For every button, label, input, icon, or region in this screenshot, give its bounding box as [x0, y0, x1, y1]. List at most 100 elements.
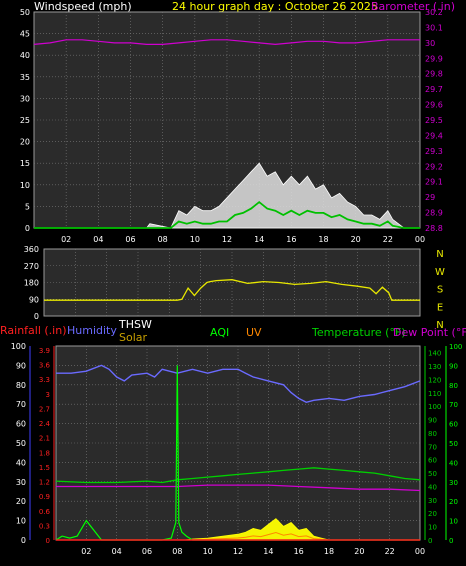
barometer-ytick: 29.2: [425, 162, 443, 171]
graph-title: 24 hour graph day : October 26 2025: [172, 0, 378, 13]
rain-ytick: 3.9: [39, 347, 50, 355]
temperature-line: [55, 467, 421, 484]
humidity-ytick: 70: [16, 400, 26, 409]
aqi-ytick: 80: [449, 382, 458, 390]
temperature-ytick: 120: [428, 376, 441, 384]
compass-label: N: [436, 249, 443, 260]
humidity-ytick: 100: [11, 342, 26, 351]
barometer-ytick: 29.7: [425, 85, 443, 94]
aqi-ytick: 10: [449, 518, 458, 526]
rain-ytick: 2.7: [39, 405, 50, 413]
barometer-ytick: 29.5: [425, 116, 443, 125]
barometer-ytick: 28.9: [425, 209, 443, 218]
barometer-ytick: 29: [425, 193, 435, 202]
time-tick: 22: [385, 547, 395, 556]
barometer-ytick: 29.6: [425, 101, 443, 110]
humidity-ytick: 60: [16, 420, 26, 429]
time-tick: 18: [324, 547, 334, 556]
rain-ytick: 0.9: [39, 493, 50, 501]
wind-ytick: 45: [20, 30, 30, 39]
barometer-label: Barometer (.in): [371, 0, 455, 13]
aqi-ytick: 0: [449, 537, 453, 545]
barometer-ytick: 29.3: [425, 147, 443, 156]
humidity-line: [56, 364, 421, 404]
time-tick: 20: [351, 235, 361, 244]
rain-ytick: 3.6: [39, 362, 51, 370]
temperature-ytick: 30: [428, 497, 437, 505]
legend-dewpoint: Dew Point (°F): [393, 326, 466, 339]
temperature-ytick: 100: [428, 403, 441, 411]
temperature-ytick: 90: [428, 417, 437, 425]
wind-direction-line: [44, 279, 420, 301]
windspeed-label: Windspeed (mph): [34, 0, 132, 13]
barometer-ytick: 29.1: [425, 178, 443, 187]
compass-label: S: [437, 285, 443, 296]
temperature-ytick: 50: [428, 470, 437, 478]
temperature-ytick: 20: [428, 510, 437, 518]
barometer-ytick: 29.9: [425, 54, 443, 63]
humidity-ytick: 10: [16, 517, 26, 526]
time-tick: 18: [318, 235, 328, 244]
wind-ytick: 40: [20, 51, 30, 60]
wind-ytick: 50: [20, 8, 30, 17]
wind-ytick: 0: [25, 224, 30, 233]
aqi-ytick: 70: [449, 401, 458, 409]
rain-ytick: 1.5: [39, 464, 50, 472]
legend-uv: UV: [246, 326, 262, 339]
aqi-ytick: 50: [449, 440, 458, 448]
barometer-line: [33, 39, 420, 46]
time-tick: 14: [263, 547, 273, 556]
legend-thsw: THSW: [118, 318, 152, 331]
time-tick: 12: [233, 547, 243, 556]
compass-label: W: [435, 267, 445, 278]
humidity-ytick: 40: [16, 458, 26, 467]
rain-ytick: 2.4: [39, 420, 51, 428]
aqi-ytick: 60: [449, 421, 458, 429]
aqi-ytick: 40: [449, 459, 458, 467]
wind-ytick: 10: [20, 181, 30, 190]
barometer-ytick: 30.2: [425, 8, 443, 17]
wind-ytick: 20: [20, 138, 30, 147]
time-tick: 16: [294, 547, 304, 556]
legend-temperature: Temperature (°F): [311, 326, 406, 339]
dewpoint-line: [56, 484, 421, 492]
wind-ytick: 5: [25, 202, 30, 211]
temperature-ytick: 110: [428, 390, 441, 398]
wind-ytick: 35: [20, 73, 30, 82]
time-tick: 04: [93, 235, 103, 244]
time-tick: 06: [142, 547, 152, 556]
temperature-ytick: 60: [428, 457, 437, 465]
wind-barometer-panel: 0 5 10 15 20 25 30 35 40 45 50 28.8 28.9 29 29.1 29.2 29…: [20, 8, 443, 244]
time-tick: 10: [190, 235, 200, 244]
legend-aqi: AQI: [210, 326, 229, 339]
wind-ytick: 25: [20, 116, 30, 125]
barometer-ytick: 29.4: [425, 131, 443, 140]
time-tick: 16: [286, 235, 296, 244]
barometer-ytick: 30: [425, 39, 435, 48]
time-tick: 10: [203, 547, 213, 556]
rain-ytick: 3.3: [39, 376, 50, 384]
aqi-ytick: 100: [449, 343, 462, 351]
wind-average-line: [34, 200, 420, 229]
time-tick: 04: [112, 547, 122, 556]
humidity-ytick: 90: [16, 361, 26, 370]
compass-label: E: [437, 302, 443, 313]
barometer-ytick: 29.8: [425, 70, 443, 79]
time-tick: 06: [125, 235, 135, 244]
wind-ytick: 15: [20, 159, 30, 168]
legend-humidity: Humidity: [67, 324, 117, 337]
time-tick: 00: [415, 547, 425, 556]
rain-ytick: 2.1: [39, 435, 50, 443]
compass-label: N: [436, 320, 443, 331]
direction-ytick: 180: [24, 279, 39, 288]
legend-rainfall: Rainfall (.in): [0, 324, 67, 337]
direction-ytick: 0: [34, 312, 39, 321]
humidity-ytick: 0: [21, 536, 26, 545]
temperature-ytick: 70: [428, 443, 437, 451]
time-tick: 08: [158, 235, 168, 244]
temperature-ytick: 80: [428, 430, 437, 438]
aqi-ytick: 20: [449, 498, 458, 506]
temperature-ytick: 140: [428, 350, 441, 358]
